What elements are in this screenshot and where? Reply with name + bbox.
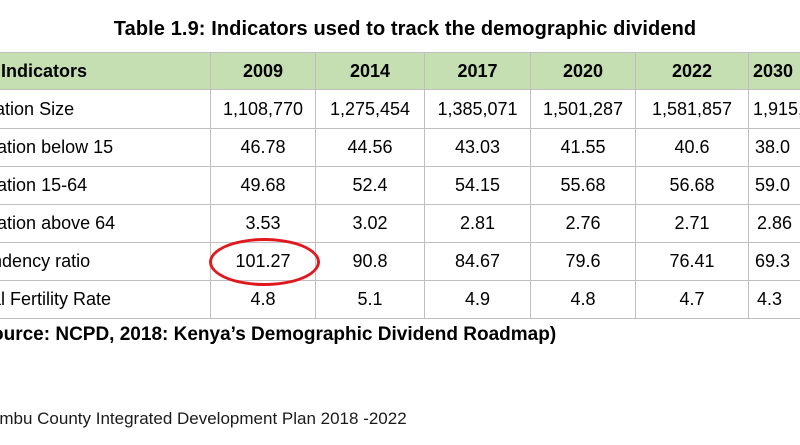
table-header-row: Indicators 2009 2014 2017 2020 2022 2030 [0,52,800,90]
table-title: Table 1.9: Indicators used to track the … [113,18,697,40]
table-cell: 49.68 [210,166,316,205]
table-cell: 2.71 [635,204,749,243]
table-cell: 54.15 [424,166,531,205]
row-label: Dependency ratio [0,242,211,281]
table-cell: 2.76 [530,204,636,243]
table-cell: 1,581,857 [635,89,749,129]
table-cell: 4.8 [530,280,636,319]
table-cell: 38.0 [748,128,800,167]
header-year: 2017 [424,52,531,90]
table-cell: 4.7 [635,280,749,319]
table-row: Population above 64 3.53 3.02 2.81 2.76 … [0,204,800,243]
table-cell: 79.6 [530,242,636,281]
table-cell: 40.6 [635,128,749,167]
table-cell: 52.4 [315,166,425,205]
table-cell: 69.3 [748,242,800,281]
row-label: Population below 15 [0,128,211,167]
table-row: Population Size 1,108,770 1,275,454 1,38… [0,89,800,129]
table-cell: 76.41 [635,242,749,281]
table-cell: 4.9 [424,280,531,319]
table-cell: 4.8 [210,280,316,319]
table-cell: 1,915, [748,89,800,129]
table-cell: 5.1 [315,280,425,319]
table-cell: 43.03 [424,128,531,167]
table-cell: 59.0 [748,166,800,205]
highlight-circle [209,238,320,286]
table-row: Population 15-64 49.68 52.4 54.15 55.68 … [0,166,800,205]
table-cell: 55.68 [530,166,636,205]
table-cell: 3.02 [315,204,425,243]
header-indicators: Indicators [0,52,211,90]
header-year: 2030 [748,52,800,90]
table-cell: 56.68 [635,166,749,205]
row-label: Population 15-64 [0,166,211,205]
table-cell: 84.67 [424,242,531,281]
page-footer: Embu County Integrated Development Plan … [0,409,407,428]
table-cell: 2.81 [424,204,531,243]
table-row: Dependency ratio 101.27 90.8 84.67 79.6 … [0,242,800,281]
table-row: Population below 15 46.78 44.56 43.03 41… [0,128,800,167]
table-cell: 4.3 [748,280,800,319]
table-cell: 1,275,454 [315,89,425,129]
header-year: 2020 [530,52,636,90]
table-cell: 44.56 [315,128,425,167]
table-cell: 1,108,770 [210,89,316,129]
header-year: 2014 [315,52,425,90]
source-note: (Source: NCPD, 2018: Kenya’s Demographic… [0,324,557,345]
table-cell: 90.8 [315,242,425,281]
indicators-table: Indicators 2009 2014 2017 2020 2022 2030… [0,52,800,319]
table-cell: 41.55 [530,128,636,167]
table-cell: 2.86 [748,204,800,243]
table-cell: 1,385,071 [424,89,531,129]
row-label: Population above 64 [0,204,211,243]
row-label: Total Fertility Rate [0,280,211,319]
table-cell: 3.53 [210,204,316,243]
header-year: 2009 [210,52,316,90]
table-cell: 1,501,287 [530,89,636,129]
header-year: 2022 [635,52,749,90]
table-cell: 46.78 [210,128,316,167]
row-label: Population Size [0,89,211,129]
table-row: Total Fertility Rate 4.8 5.1 4.9 4.8 4.7… [0,280,800,319]
